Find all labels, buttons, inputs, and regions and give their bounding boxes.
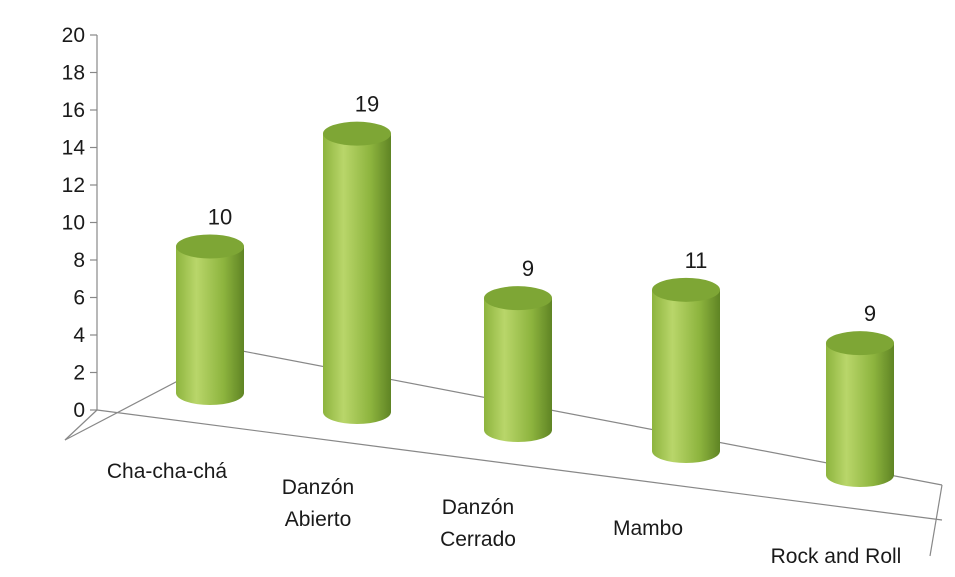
y-tick-label: 12 [62, 174, 85, 197]
x-axis-category-labels: Cha-cha-chá Danzón Abierto Danzón Cerrado Mam… [107, 460, 901, 568]
bar-body [176, 246, 244, 405]
y-tick-label: 6 [73, 287, 85, 310]
y-tick-label: 8 [73, 249, 85, 272]
bar-body [323, 133, 391, 424]
data-label: 10 [208, 205, 232, 230]
bar-top [323, 121, 391, 146]
floor-right-edge [929, 484, 943, 557]
category-label: Danzón [282, 476, 354, 499]
category-label: Cerrado [440, 528, 516, 551]
y-axis-ticks: 0 2 4 6 8 10 12 14 16 18 20 [62, 24, 97, 422]
bar-top [176, 234, 244, 259]
bar [176, 234, 244, 405]
bar [484, 286, 552, 442]
data-label: 9 [864, 301, 876, 326]
category-label: Abierto [285, 508, 352, 531]
category-label: Cha-cha-chá [107, 460, 228, 483]
y-tick-label: 20 [62, 24, 85, 47]
bar [826, 331, 894, 487]
bar-top [826, 331, 894, 356]
chart-bars [176, 121, 894, 487]
bar-top [484, 286, 552, 311]
floor-left-edge [64, 409, 98, 441]
data-labels: 10 19 9 11 9 [208, 92, 876, 326]
category-label: Danzón [442, 496, 514, 519]
bar-body [826, 343, 894, 487]
category-label: Mambo [613, 517, 683, 540]
floor-back-edge [96, 409, 943, 521]
y-tick-label: 0 [73, 399, 85, 422]
y-tick-label: 14 [62, 137, 86, 160]
category-label: Rock and Roll [771, 545, 902, 568]
data-label: 11 [685, 248, 708, 273]
y-tick-label: 10 [62, 212, 85, 235]
bar-top [652, 277, 720, 302]
bar [323, 121, 391, 424]
bar-body [484, 298, 552, 442]
data-label: 19 [355, 92, 379, 117]
y-tick-label: 18 [62, 62, 85, 85]
y-tick-label: 2 [73, 362, 85, 385]
y-tick-label: 16 [62, 99, 85, 122]
data-label: 9 [522, 256, 534, 281]
y-tick-label: 4 [73, 324, 85, 347]
bar [652, 277, 720, 463]
bar-body [652, 289, 720, 463]
